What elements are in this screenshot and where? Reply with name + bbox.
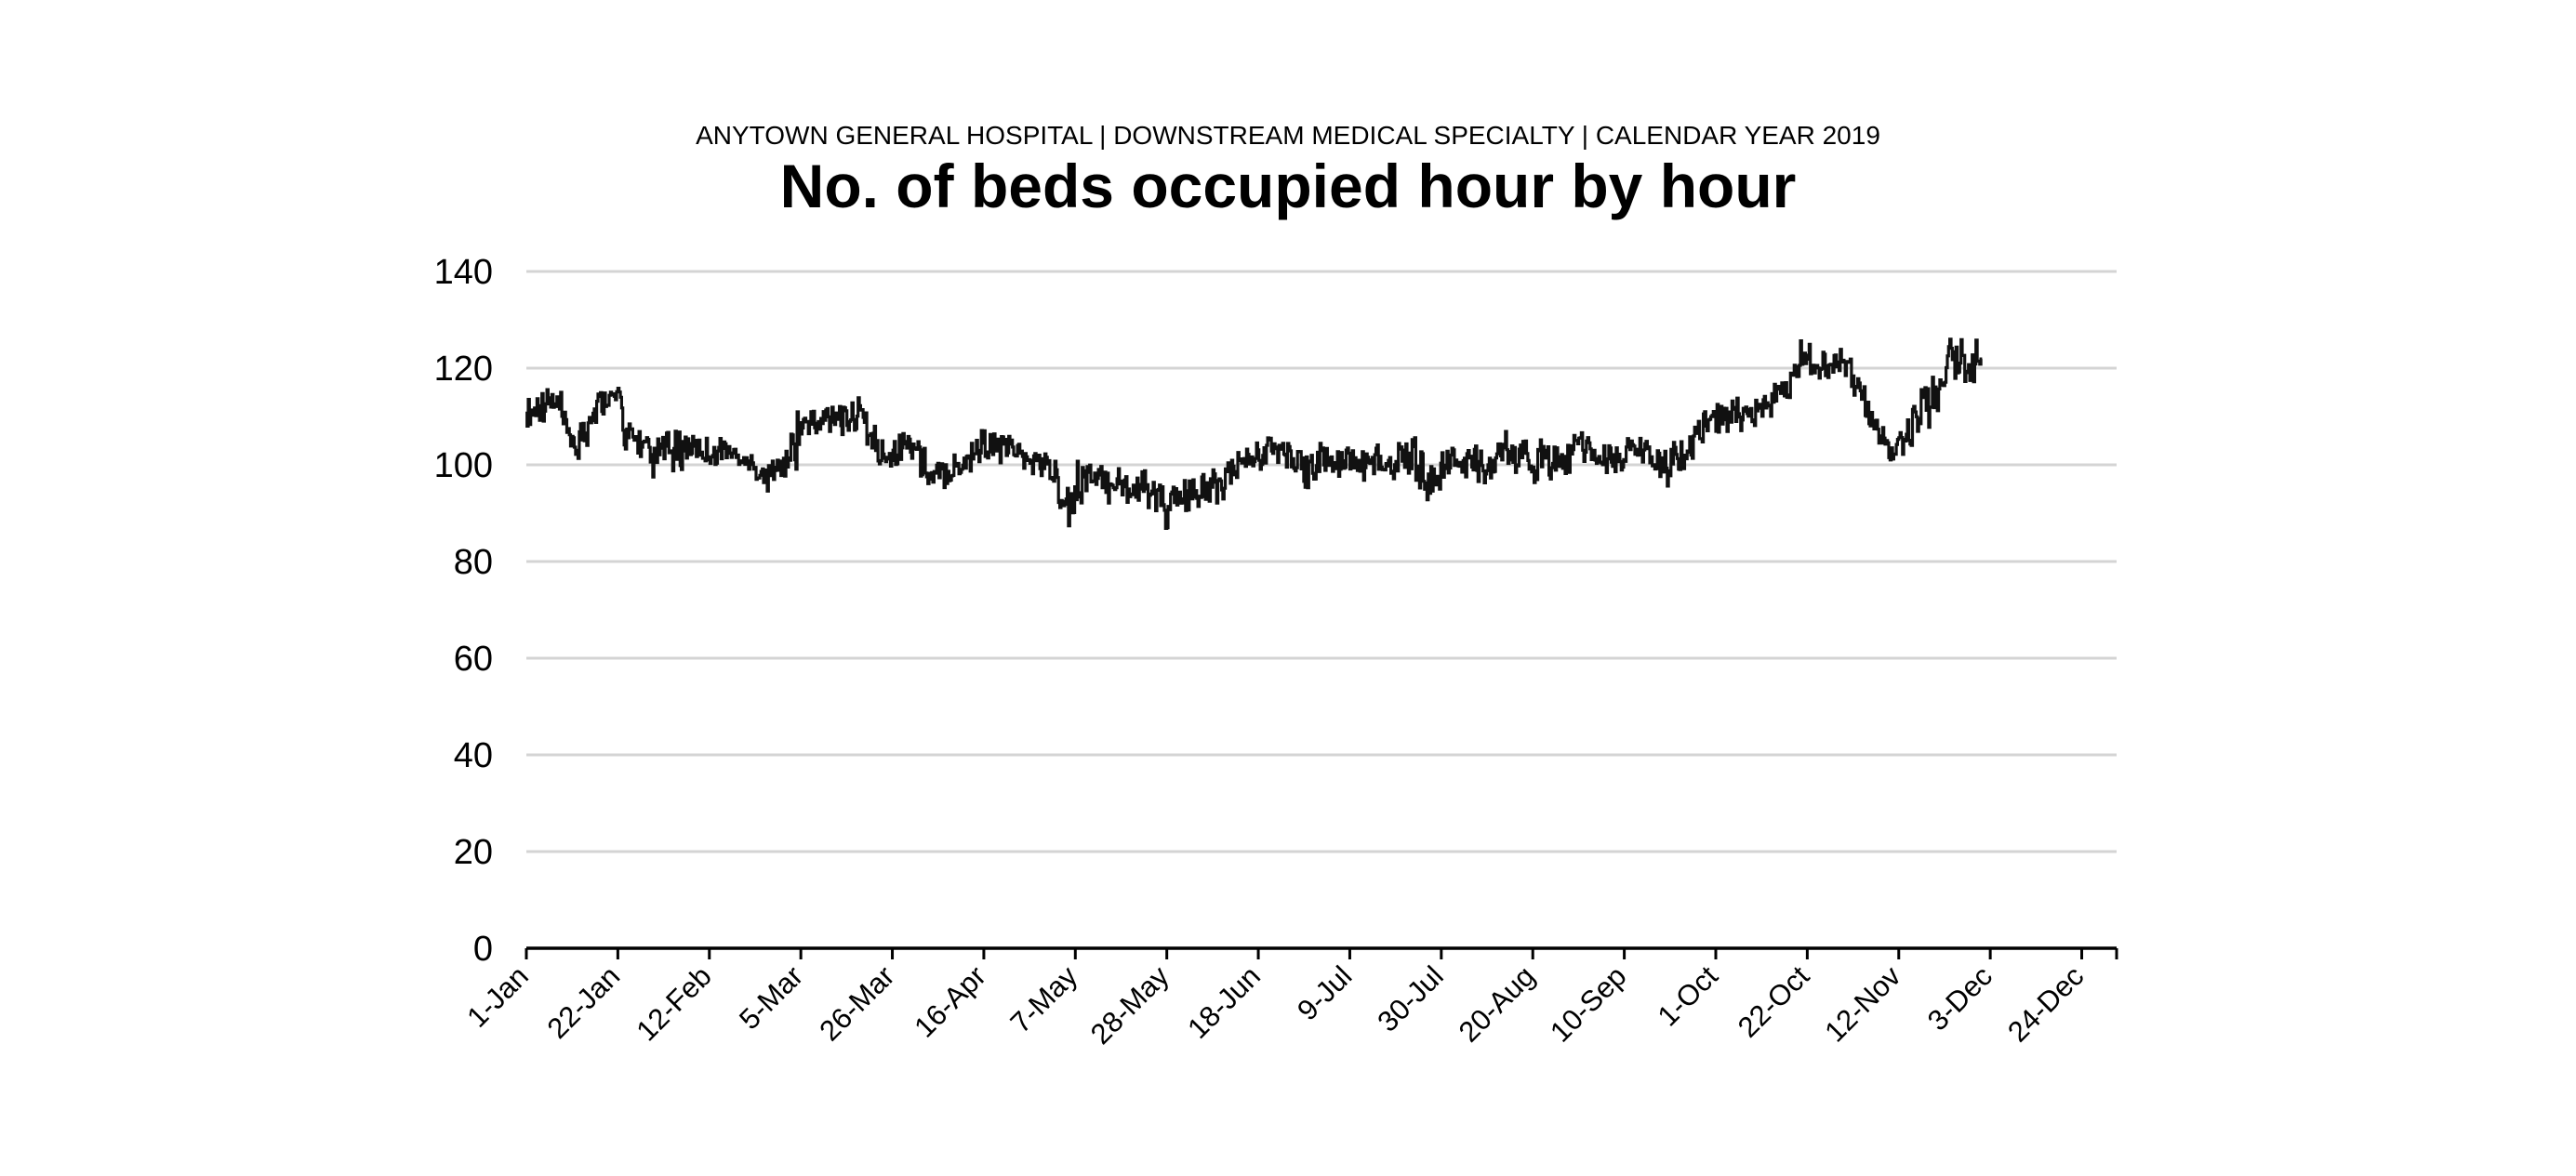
y-tick-label-120: 120 <box>434 350 493 389</box>
y-tick-label-20: 20 <box>454 833 493 872</box>
y-tick-label-80: 80 <box>454 543 493 582</box>
axes <box>524 946 2118 959</box>
series-group <box>525 337 1983 530</box>
y-tick-labels: 0 20 40 60 80 100 120 140 <box>434 253 493 969</box>
y-tick-label-100: 100 <box>434 446 493 485</box>
y-tick-label-40: 40 <box>454 736 493 775</box>
y-tick-label-0: 0 <box>473 930 493 969</box>
y-tick-label-140: 140 <box>434 253 493 292</box>
chart-title: No. of beds occupied hour by hour <box>780 152 1797 220</box>
chart-subtitle: ANYTOWN GENERAL HOSPITAL | DOWNSTREAM ME… <box>696 121 1880 150</box>
series-line-1 <box>525 337 1983 530</box>
y-tick-label-60: 60 <box>454 640 493 679</box>
